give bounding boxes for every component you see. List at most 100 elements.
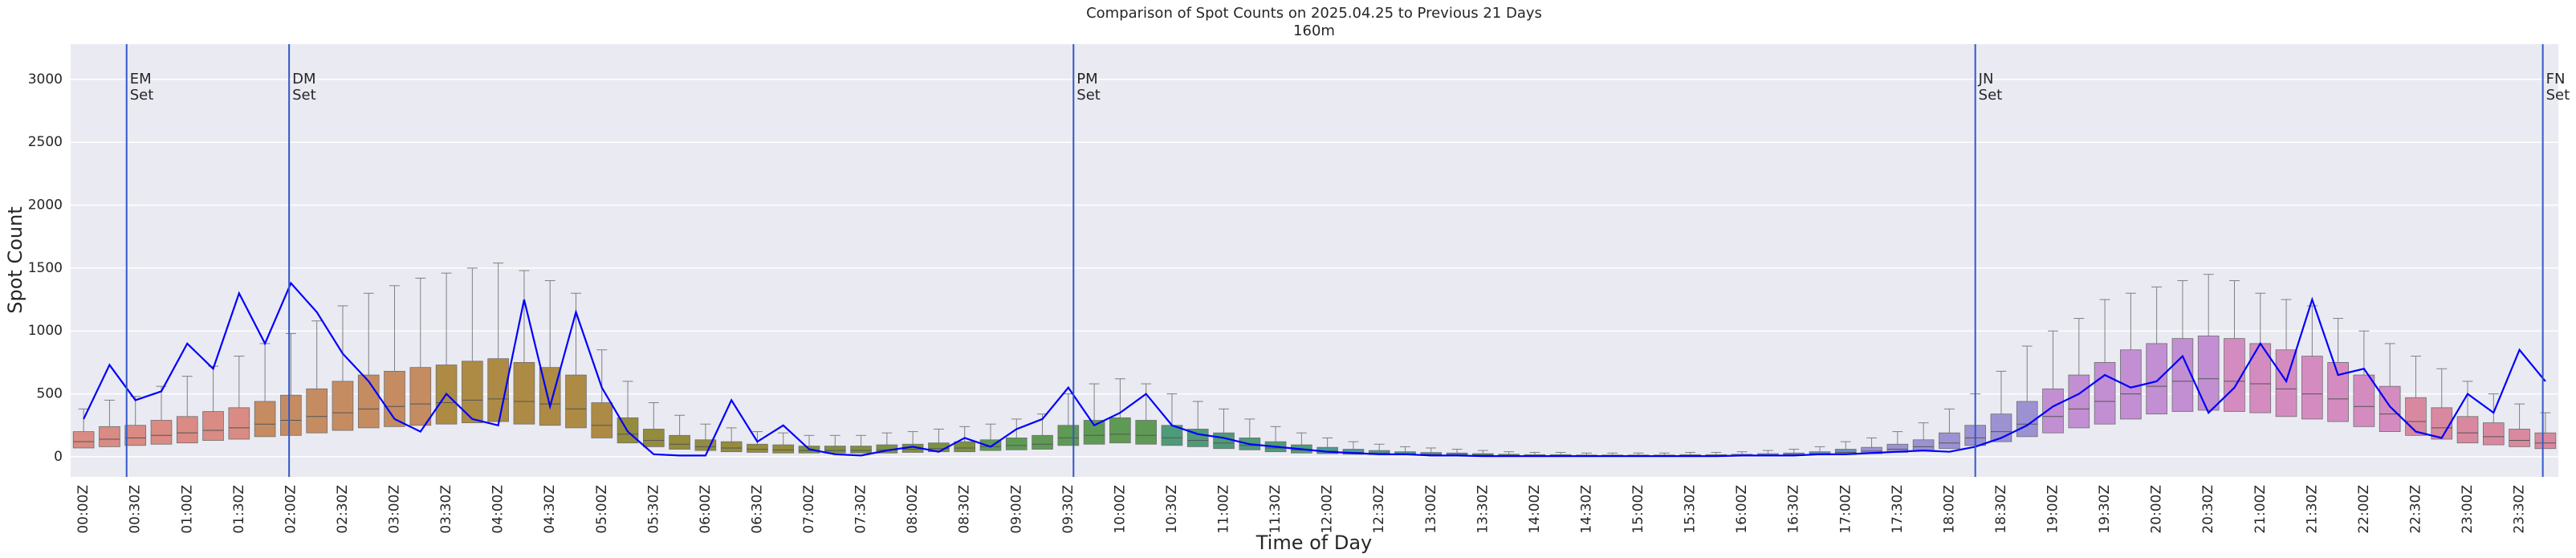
- box: [2379, 385, 2401, 432]
- box: [1186, 429, 1209, 447]
- annotation-text: Set: [2546, 87, 2570, 104]
- box: [2353, 374, 2375, 427]
- box: [2534, 432, 2557, 450]
- x-tick-label: 10:00Z: [1112, 485, 1128, 534]
- x-tick-label: 01:00Z: [179, 485, 195, 534]
- x-tick-label: 22:00Z: [2356, 485, 2372, 534]
- box: [2482, 422, 2505, 446]
- box: [824, 446, 846, 454]
- box: [2146, 343, 2167, 415]
- y-axis-label: Spot Count: [4, 206, 26, 313]
- x-tick-label: 13:30Z: [1475, 485, 1491, 534]
- plot-background: [71, 44, 2558, 477]
- x-tick-label: 07:00Z: [801, 485, 817, 534]
- line: [83, 281, 2546, 458]
- box: [2171, 338, 2194, 412]
- box: [954, 441, 976, 453]
- x-tick-label: 19:30Z: [2097, 485, 2113, 534]
- box: [2509, 429, 2530, 447]
- x-tick-label: 23:30Z: [2512, 485, 2528, 534]
- box: [280, 394, 302, 436]
- x-tick-label: 09:00Z: [1008, 485, 1024, 534]
- x-tick-label: 00:00Z: [75, 485, 92, 534]
- box: [1109, 417, 1131, 444]
- x-tick-label: 04:30Z: [542, 485, 558, 534]
- y-tick-label: 500: [37, 386, 63, 402]
- x-tick-label: 19:00Z: [2045, 485, 2061, 534]
- box: [254, 401, 276, 438]
- box: [150, 420, 173, 445]
- box: [669, 434, 690, 450]
- box: [1135, 420, 1157, 445]
- x-tick-label: 00:30Z: [128, 485, 144, 534]
- x-tick-label: 06:00Z: [698, 485, 714, 534]
- box: [2431, 407, 2453, 440]
- box: [306, 388, 328, 434]
- chart-title: Comparison of Spot Counts on 2025.04.25 …: [1086, 5, 1542, 22]
- box: [565, 374, 587, 429]
- x-tick-label: 03:30Z: [438, 485, 454, 534]
- x-tick-label: 22:30Z: [2407, 485, 2423, 534]
- box: [1057, 425, 1080, 446]
- y-tick-label: 1000: [28, 323, 63, 339]
- box: [2197, 336, 2220, 411]
- x-tick-label: 10:30Z: [1164, 485, 1180, 534]
- box: [850, 446, 872, 454]
- box: [176, 416, 198, 444]
- box: [384, 370, 405, 427]
- y-tick-label: 1500: [28, 260, 63, 276]
- y-tick-label: 2500: [28, 134, 63, 150]
- annotation-text: PM: [1076, 71, 1097, 88]
- x-tick-label: 20:30Z: [2200, 485, 2216, 534]
- x-tick-label: 12:30Z: [1371, 485, 1387, 534]
- box: [1939, 432, 1960, 450]
- box: [228, 407, 250, 440]
- box: [772, 444, 795, 454]
- x-tick-label: 11:00Z: [1216, 485, 1232, 534]
- x-tick-label: 14:30Z: [1578, 485, 1594, 534]
- box: [357, 374, 380, 429]
- annotation-text: Set: [292, 87, 316, 104]
- x-tick-label: 11:30Z: [1268, 485, 1284, 534]
- x-axis-label: Time of Day: [1255, 532, 1373, 554]
- box: [2327, 362, 2349, 422]
- x-tick-label: 18:00Z: [1941, 485, 1957, 534]
- box: [462, 360, 483, 424]
- x-tick-label: 01:30Z: [231, 485, 247, 534]
- x-tick-label: 13:00Z: [1423, 485, 1439, 534]
- box: [2016, 401, 2038, 438]
- box: [72, 431, 95, 449]
- x-tick-label: 04:00Z: [490, 485, 507, 534]
- x-tick-label: 18:30Z: [1993, 485, 2009, 534]
- box: [2068, 374, 2090, 429]
- x-tick-label: 15:00Z: [1630, 485, 1646, 534]
- x-tick-label: 03:00Z: [387, 485, 403, 534]
- box: [1005, 438, 1028, 450]
- box: [720, 441, 743, 453]
- y-tick-label: 2000: [28, 198, 63, 214]
- x-tick-label: 21:30Z: [2304, 485, 2320, 534]
- x-tick-label: 23:00Z: [2460, 485, 2476, 534]
- box: [332, 381, 354, 431]
- x-tick-label: 06:30Z: [749, 485, 765, 534]
- box: [124, 425, 147, 446]
- x-tick-label: 20:00Z: [2149, 485, 2165, 534]
- box: [1213, 432, 1235, 450]
- x-tick-label: 16:00Z: [1734, 485, 1750, 534]
- x-tick-label: 02:00Z: [283, 485, 299, 534]
- box: [2094, 362, 2116, 425]
- box: [2456, 416, 2479, 444]
- x-tick-label: 05:00Z: [594, 485, 610, 534]
- x-tick-label: 07:30Z: [853, 485, 869, 534]
- box: [202, 411, 224, 441]
- annotation-text: Set: [1979, 87, 2003, 104]
- x-tick-label: 15:30Z: [1683, 485, 1699, 534]
- box: [513, 362, 535, 425]
- x-tick-label: 05:30Z: [645, 485, 661, 534]
- x-tick-label: 17:00Z: [1837, 485, 1854, 534]
- box: [643, 429, 665, 447]
- annotation-text: Set: [1076, 87, 1101, 104]
- x-tick-label: 21:00Z: [2252, 485, 2269, 534]
- x-tick-label: 12:00Z: [1320, 485, 1336, 534]
